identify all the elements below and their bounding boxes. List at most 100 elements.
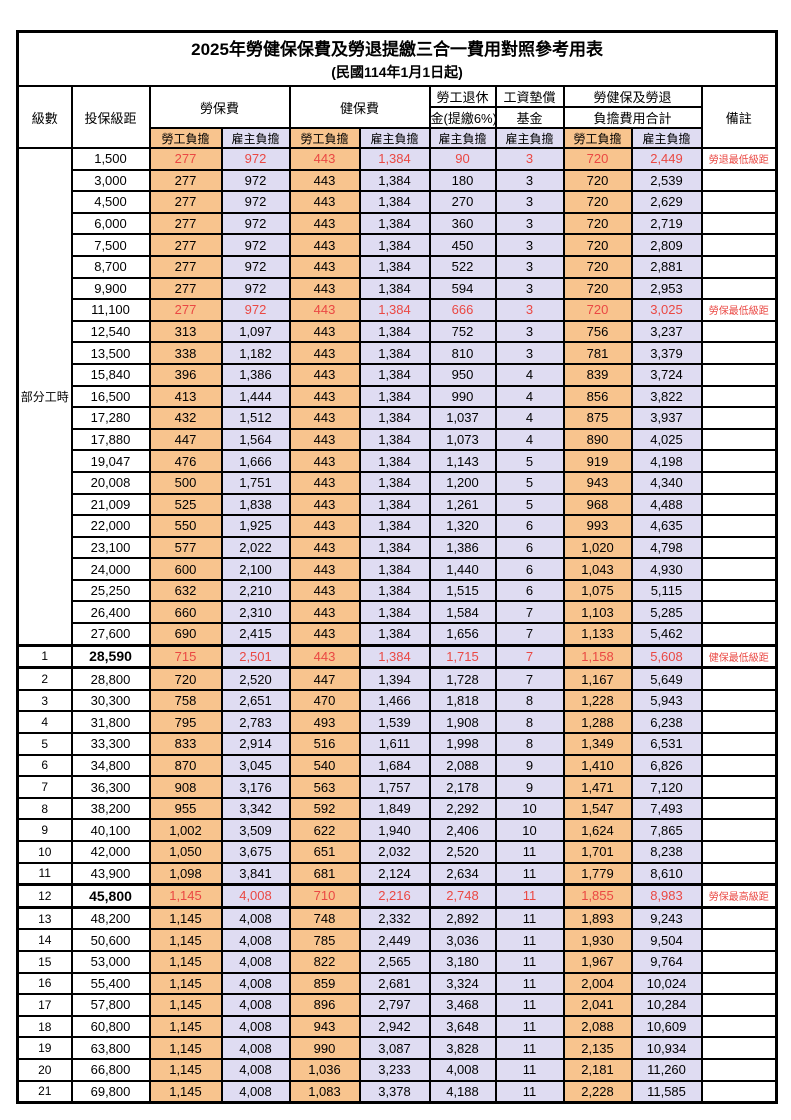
- value-cell: 1,384: [358, 449, 431, 473]
- value-cell: 4,008: [220, 993, 291, 1017]
- remark-cell: [700, 906, 778, 931]
- remark-cell: [700, 190, 778, 214]
- value-cell: 1,182: [220, 341, 291, 365]
- value-cell: 443: [288, 211, 361, 236]
- value-cell: 4,488: [630, 492, 703, 517]
- value-cell: 9,764: [630, 949, 703, 974]
- subheader-labor-employee: 勞工負擔: [148, 127, 223, 149]
- bracket-cell: 11,100: [70, 298, 151, 322]
- level-cell: 17: [16, 993, 73, 1017]
- value-cell: 600: [148, 557, 223, 581]
- col-header-total-line1: 勞健保及勞退: [562, 85, 703, 108]
- value-cell: 2,881: [630, 254, 703, 279]
- value-cell: 443: [288, 492, 361, 517]
- value-cell: 277: [148, 276, 223, 301]
- value-cell: 277: [148, 298, 223, 322]
- value-cell: 3,379: [630, 341, 703, 365]
- subheader-total-employee: 勞工負擔: [562, 127, 633, 149]
- bracket-cell: 13,500: [70, 341, 151, 365]
- bracket-cell: 4,500: [70, 190, 151, 214]
- value-cell: 1,050: [148, 840, 223, 864]
- value-cell: 1,818: [428, 688, 497, 713]
- value-cell: 1,083: [288, 1079, 361, 1104]
- value-cell: 1,133: [562, 622, 633, 647]
- value-cell: 2,783: [220, 710, 291, 735]
- level-cell: 19: [16, 1036, 73, 1060]
- remark-cell: [700, 688, 778, 713]
- value-cell: 1,384: [358, 211, 431, 236]
- subheader-pension-employer: 雇主負擔: [428, 127, 497, 149]
- value-cell: 1,384: [358, 190, 431, 214]
- value-cell: 1,384: [358, 578, 431, 603]
- remark-cell: [700, 470, 778, 495]
- value-cell: 516: [288, 732, 361, 756]
- value-cell: 3,378: [358, 1079, 431, 1104]
- bracket-cell: 12,540: [70, 319, 151, 344]
- value-cell: 2,415: [220, 622, 291, 647]
- remark-cell: [700, 319, 778, 344]
- bracket-cell: 21,009: [70, 492, 151, 517]
- value-cell: 6: [494, 557, 565, 581]
- value-cell: 270: [428, 190, 497, 214]
- remark-cell: [700, 427, 778, 452]
- value-cell: 1,386: [428, 535, 497, 560]
- value-cell: 443: [288, 449, 361, 473]
- value-cell: 890: [562, 427, 633, 452]
- value-cell: 4: [494, 427, 565, 452]
- value-cell: 1,384: [358, 492, 431, 517]
- col-header-remark: 備註: [700, 85, 778, 149]
- value-cell: 1,384: [358, 643, 431, 670]
- value-cell: 11: [494, 1079, 565, 1104]
- value-cell: 1,925: [220, 514, 291, 538]
- value-cell: 2,520: [220, 666, 291, 691]
- value-cell: 443: [288, 384, 361, 409]
- bracket-cell: 25,250: [70, 578, 151, 603]
- bracket-cell: 42,000: [70, 840, 151, 864]
- bracket-cell: 15,840: [70, 362, 151, 387]
- col-header-total-line2: 負擔費用合計: [562, 106, 703, 129]
- value-cell: 10: [494, 818, 565, 842]
- remark-cell: [700, 1079, 778, 1104]
- value-cell: 522: [428, 254, 497, 279]
- value-cell: 550: [148, 514, 223, 538]
- value-cell: 785: [288, 928, 361, 952]
- value-cell: 10: [494, 796, 565, 821]
- bracket-cell: 63,800: [70, 1036, 151, 1060]
- value-cell: 3,045: [220, 753, 291, 778]
- value-cell: 1,908: [428, 710, 497, 735]
- col-header-level: 級數: [16, 85, 73, 149]
- value-cell: 990: [428, 384, 497, 409]
- level-cell: 1: [16, 643, 73, 670]
- value-cell: 3,675: [220, 840, 291, 864]
- value-cell: 1,384: [358, 233, 431, 257]
- value-cell: 758: [148, 688, 223, 713]
- value-cell: 856: [562, 384, 633, 409]
- value-cell: 822: [288, 949, 361, 974]
- value-cell: 2,332: [358, 906, 431, 931]
- value-cell: 1,261: [428, 492, 497, 517]
- value-cell: 4,008: [220, 883, 291, 909]
- value-cell: 10,284: [630, 993, 703, 1017]
- value-cell: 4: [494, 406, 565, 430]
- page-subtitle: (民國114年1月1日起): [331, 63, 463, 80]
- value-cell: 972: [220, 276, 291, 301]
- value-cell: 2,953: [630, 276, 703, 301]
- value-cell: 4,198: [630, 449, 703, 473]
- value-cell: 1,384: [358, 319, 431, 344]
- subheader-wage-fund-employer: 雇主負擔: [494, 127, 565, 149]
- value-cell: 720: [562, 233, 633, 257]
- value-cell: 3: [494, 168, 565, 193]
- value-cell: 443: [288, 276, 361, 301]
- value-cell: 2,565: [358, 949, 431, 974]
- bracket-cell: 19,047: [70, 449, 151, 473]
- value-cell: 2,748: [428, 883, 497, 909]
- value-cell: 11: [494, 949, 565, 974]
- value-cell: 1,384: [358, 362, 431, 387]
- value-cell: 1,701: [562, 840, 633, 864]
- value-cell: 594: [428, 276, 497, 301]
- value-cell: 1,043: [562, 557, 633, 581]
- value-cell: 1,384: [358, 276, 431, 301]
- bracket-cell: 24,000: [70, 557, 151, 581]
- value-cell: 1,158: [562, 643, 633, 670]
